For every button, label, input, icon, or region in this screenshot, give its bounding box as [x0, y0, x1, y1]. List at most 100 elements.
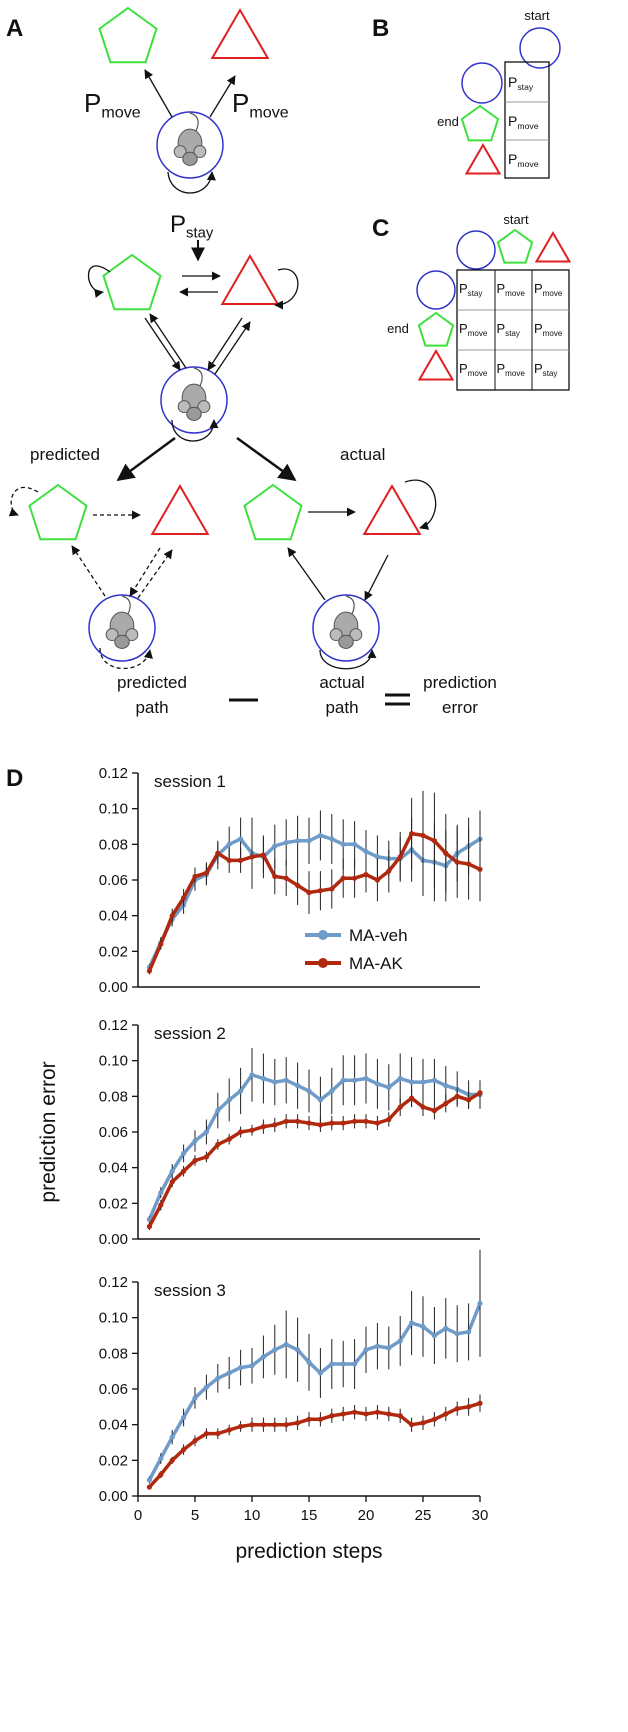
data-point — [374, 1409, 380, 1415]
start-label: start — [503, 212, 529, 227]
circle — [519, 27, 561, 69]
series-line — [147, 1302, 482, 1481]
x-tick-label: 30 — [472, 1507, 489, 1524]
data-point — [306, 838, 312, 844]
probability-subscript: stay — [468, 289, 483, 298]
probability-label: Pstay — [534, 361, 557, 378]
data-point — [317, 1122, 323, 1128]
data-point — [272, 1122, 278, 1128]
probability-subscript: move — [249, 104, 288, 122]
series-line — [147, 831, 481, 972]
arrow — [149, 313, 187, 369]
data-point — [352, 1361, 358, 1367]
equation-term: prediction — [423, 673, 497, 692]
probability-symbol: P — [170, 211, 186, 238]
mouse-ear — [329, 628, 343, 642]
mouse-ear — [193, 145, 207, 159]
probability-label: Pmove — [232, 88, 289, 122]
y-tick-label: 0.04 — [99, 1160, 128, 1177]
data-point — [409, 1095, 415, 1101]
data-point — [477, 1090, 483, 1096]
data-point — [226, 1370, 232, 1376]
data-point — [477, 1300, 483, 1306]
data-point — [169, 913, 175, 919]
data-point — [397, 1413, 403, 1419]
mouse-head — [186, 406, 202, 421]
data-point — [295, 838, 301, 844]
data-point — [352, 1409, 358, 1415]
triangle — [220, 253, 280, 305]
arrow — [71, 545, 106, 597]
data-point — [238, 1129, 244, 1135]
probability-label: Pmove — [84, 88, 141, 122]
data-point — [443, 850, 449, 856]
probability-symbol: P — [534, 281, 543, 296]
triangle — [150, 483, 210, 535]
data-point — [374, 1081, 380, 1087]
series-line — [147, 1091, 481, 1228]
data-point — [215, 1108, 221, 1114]
data-point — [466, 1329, 472, 1335]
data-point — [431, 1077, 437, 1083]
series-line — [147, 833, 481, 969]
data-point — [260, 1354, 266, 1360]
data-point — [466, 861, 472, 867]
chart-title: session 3 — [154, 1281, 226, 1300]
probability-subscript: stay — [505, 329, 520, 338]
y-tick-label: 0.06 — [99, 872, 128, 889]
self-loop-arrow — [171, 419, 219, 442]
data-point — [272, 1347, 278, 1353]
data-point — [238, 1088, 244, 1094]
panel-label: B — [372, 15, 389, 42]
x-tick-label: 20 — [358, 1507, 375, 1524]
y-axis-label: prediction error — [37, 1061, 60, 1202]
data-point — [260, 1075, 266, 1082]
probability-symbol: P — [459, 281, 468, 296]
actual-label: actual — [340, 445, 385, 464]
probability-symbol: P — [508, 113, 517, 129]
data-point — [397, 854, 403, 860]
data-point — [420, 832, 426, 839]
data-point — [226, 1427, 232, 1433]
data-point — [386, 1084, 392, 1091]
data-point — [397, 1104, 403, 1110]
y-tick-label: 0.10 — [99, 801, 128, 818]
x-tick-label: 0 — [134, 1507, 142, 1524]
y-tick-label: 0.00 — [99, 1488, 128, 1505]
data-point — [283, 1077, 289, 1083]
y-tick-label: 0.10 — [99, 1310, 128, 1327]
data-point — [203, 1129, 209, 1135]
data-point — [443, 1325, 449, 1331]
data-point — [226, 857, 232, 863]
data-point — [397, 1075, 403, 1082]
arrow — [364, 554, 389, 601]
triangle — [362, 483, 422, 535]
y-tick-label: 0.08 — [99, 836, 128, 853]
circle — [156, 111, 224, 179]
data-point — [158, 1202, 164, 1208]
circle — [160, 366, 228, 434]
transition-table — [456, 269, 570, 391]
data-point — [238, 1365, 244, 1371]
data-point — [215, 850, 221, 856]
data-point — [329, 1088, 335, 1094]
probability-symbol: P — [84, 88, 101, 118]
data-point — [226, 1097, 232, 1103]
data-point — [363, 1411, 369, 1417]
probability-label: Pstay — [170, 211, 214, 241]
data-point — [215, 1141, 221, 1148]
y-tick-label: 0.02 — [99, 1452, 128, 1469]
data-point — [420, 1079, 426, 1085]
data-point — [158, 1190, 164, 1196]
probability-symbol: P — [497, 361, 506, 376]
data-point — [340, 1361, 346, 1367]
data-point — [431, 1108, 437, 1114]
data-point — [283, 875, 289, 881]
probability-subscript: move — [505, 369, 525, 378]
data-point — [477, 866, 483, 872]
data-point — [169, 1168, 175, 1174]
data-point — [443, 1411, 449, 1417]
data-point — [158, 1472, 164, 1478]
y-tick-label: 0.00 — [99, 979, 128, 996]
y-tick-label: 0.04 — [99, 1417, 128, 1434]
